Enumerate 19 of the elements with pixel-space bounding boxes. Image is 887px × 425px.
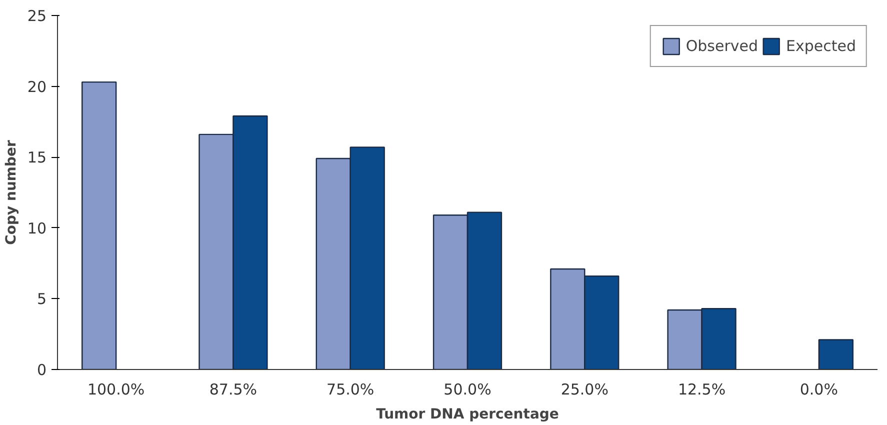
- x-tick-label: 87.5%: [209, 380, 258, 398]
- x-tick-label: 50.0%: [444, 380, 492, 398]
- y-tick-label: 20: [27, 78, 47, 96]
- x-tick-label: 12.5%: [678, 380, 726, 398]
- x-axis-title: Tumor DNA percentage: [376, 406, 559, 422]
- bar: [818, 339, 854, 370]
- y-tick-label: 5: [36, 290, 47, 308]
- y-axis-title: Copy number: [3, 140, 20, 245]
- x-tick-label: 0.0%: [800, 380, 838, 398]
- legend-label: Expected: [786, 37, 856, 55]
- x-tick-label: 25.0%: [560, 380, 608, 398]
- x-tick-label: 75.0%: [326, 380, 374, 398]
- y-tick-label: 15: [27, 148, 47, 167]
- legend-label: Observed: [686, 37, 758, 55]
- y-tick-label: 10: [27, 219, 47, 238]
- bar: [82, 81, 117, 370]
- x-tick-label: 100.0%: [87, 380, 145, 398]
- y-tick-label: 25: [27, 7, 47, 25]
- y-tick-label: 0: [36, 361, 47, 379]
